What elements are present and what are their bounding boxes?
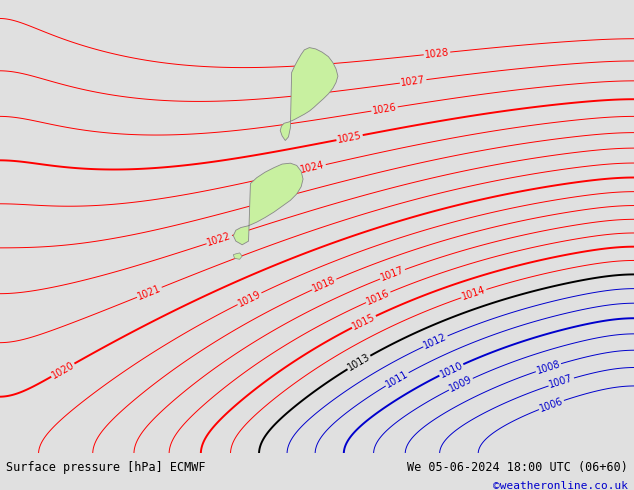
Text: 1014: 1014 [460,285,487,302]
Text: Surface pressure [hPa] ECMWF: Surface pressure [hPa] ECMWF [6,462,206,474]
Text: 1020: 1020 [49,360,76,381]
Polygon shape [233,163,303,245]
Text: 1011: 1011 [384,369,410,390]
Text: 1008: 1008 [535,359,562,376]
Text: 1019: 1019 [236,289,262,309]
Text: 1028: 1028 [424,47,450,60]
Text: 1007: 1007 [548,373,574,390]
Text: 1012: 1012 [422,332,449,351]
Polygon shape [233,253,242,259]
Text: 1027: 1027 [400,75,426,88]
Text: 1021: 1021 [136,283,163,301]
Text: 1010: 1010 [438,360,465,380]
Text: 1022: 1022 [206,231,233,248]
Text: 1025: 1025 [337,130,363,145]
Text: 1024: 1024 [300,160,326,175]
Polygon shape [280,48,338,141]
Text: ©weatheronline.co.uk: ©weatheronline.co.uk [493,481,628,490]
Text: 1017: 1017 [379,265,406,283]
Text: 1009: 1009 [448,374,474,394]
Text: 1023: 1023 [255,193,281,209]
Text: 1006: 1006 [538,396,565,414]
Text: We 05-06-2024 18:00 UTC (06+60): We 05-06-2024 18:00 UTC (06+60) [407,462,628,474]
Text: 1016: 1016 [365,288,391,307]
Text: 1015: 1015 [351,312,377,332]
Text: 1026: 1026 [372,102,398,116]
Text: 1013: 1013 [346,352,372,373]
Text: 1018: 1018 [311,275,337,294]
